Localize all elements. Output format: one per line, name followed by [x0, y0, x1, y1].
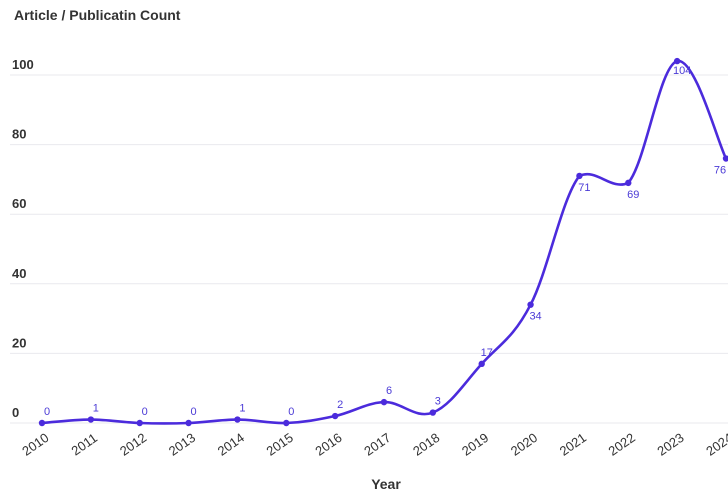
x-tick-label: 2019	[459, 430, 491, 459]
data-point	[234, 416, 241, 423]
y-tick-label: 20	[12, 335, 26, 350]
y-tick-label: 100	[12, 57, 34, 72]
x-tick-label: 2012	[117, 430, 149, 459]
y-tick-labels: 0 20 40 60 80 100	[12, 57, 34, 420]
x-tick-label: 2021	[557, 430, 589, 459]
x-tick-labels: 2010 2011 2012 2013 2014 2015 2016 2017 2018 2019…	[19, 430, 728, 459]
x-tick-label: 2015	[264, 430, 296, 459]
y-tick-label: 0	[12, 405, 19, 420]
data-label: 71	[578, 182, 590, 194]
data-point	[136, 419, 143, 427]
data-label: 2	[337, 399, 343, 411]
data-label: 0	[288, 406, 294, 418]
data-point	[478, 360, 485, 368]
x-tick-label: 2017	[361, 430, 393, 459]
data-point	[722, 155, 728, 162]
data-point	[527, 301, 534, 308]
gridlines	[10, 74, 728, 424]
data-label: 0	[44, 406, 50, 418]
data-label: 1	[239, 403, 245, 415]
data-label: 3	[435, 396, 441, 408]
data-points	[38, 57, 728, 427]
data-label: 69	[627, 189, 639, 201]
x-tick-label: 2010	[19, 430, 51, 459]
data-label: 34	[529, 311, 541, 323]
y-tick-label: 40	[12, 266, 26, 281]
x-tick-label: 2023	[654, 430, 686, 459]
data-point	[87, 416, 95, 423]
data-point	[576, 172, 583, 180]
series-line	[41, 59, 728, 425]
data-point	[283, 419, 290, 427]
x-tick-label: 2024	[703, 430, 728, 459]
data-point	[429, 409, 437, 416]
x-tick-label: 2018	[410, 430, 442, 459]
data-labels: 0 1 0 0 1 0 2 6 3 17 34 71 69 104 76	[44, 65, 726, 418]
data-label: 76	[714, 165, 726, 177]
data-point	[331, 412, 339, 420]
x-tick-label: 2011	[69, 430, 101, 458]
data-label: 104	[673, 65, 691, 77]
y-axis-title: Article / Publicatin Count	[14, 7, 181, 23]
y-tick-label: 80	[12, 127, 26, 142]
x-tick-label: 2020	[508, 430, 540, 459]
data-label: 0	[142, 406, 148, 418]
data-label: 17	[481, 347, 493, 359]
data-point	[673, 57, 681, 65]
y-tick-label: 60	[12, 196, 26, 211]
x-tick-label: 2013	[166, 430, 198, 459]
x-tick-label: 2014	[215, 430, 247, 459]
data-label: 0	[191, 406, 197, 418]
data-label: 6	[386, 385, 392, 397]
data-point	[185, 419, 192, 427]
data-point	[380, 398, 388, 406]
x-tick-label: 2016	[312, 430, 344, 459]
x-tick-label: 2022	[606, 430, 638, 459]
x-axis-title: Year	[371, 476, 401, 492]
data-point	[38, 419, 46, 427]
data-label: 1	[93, 403, 99, 415]
data-point	[625, 179, 632, 187]
